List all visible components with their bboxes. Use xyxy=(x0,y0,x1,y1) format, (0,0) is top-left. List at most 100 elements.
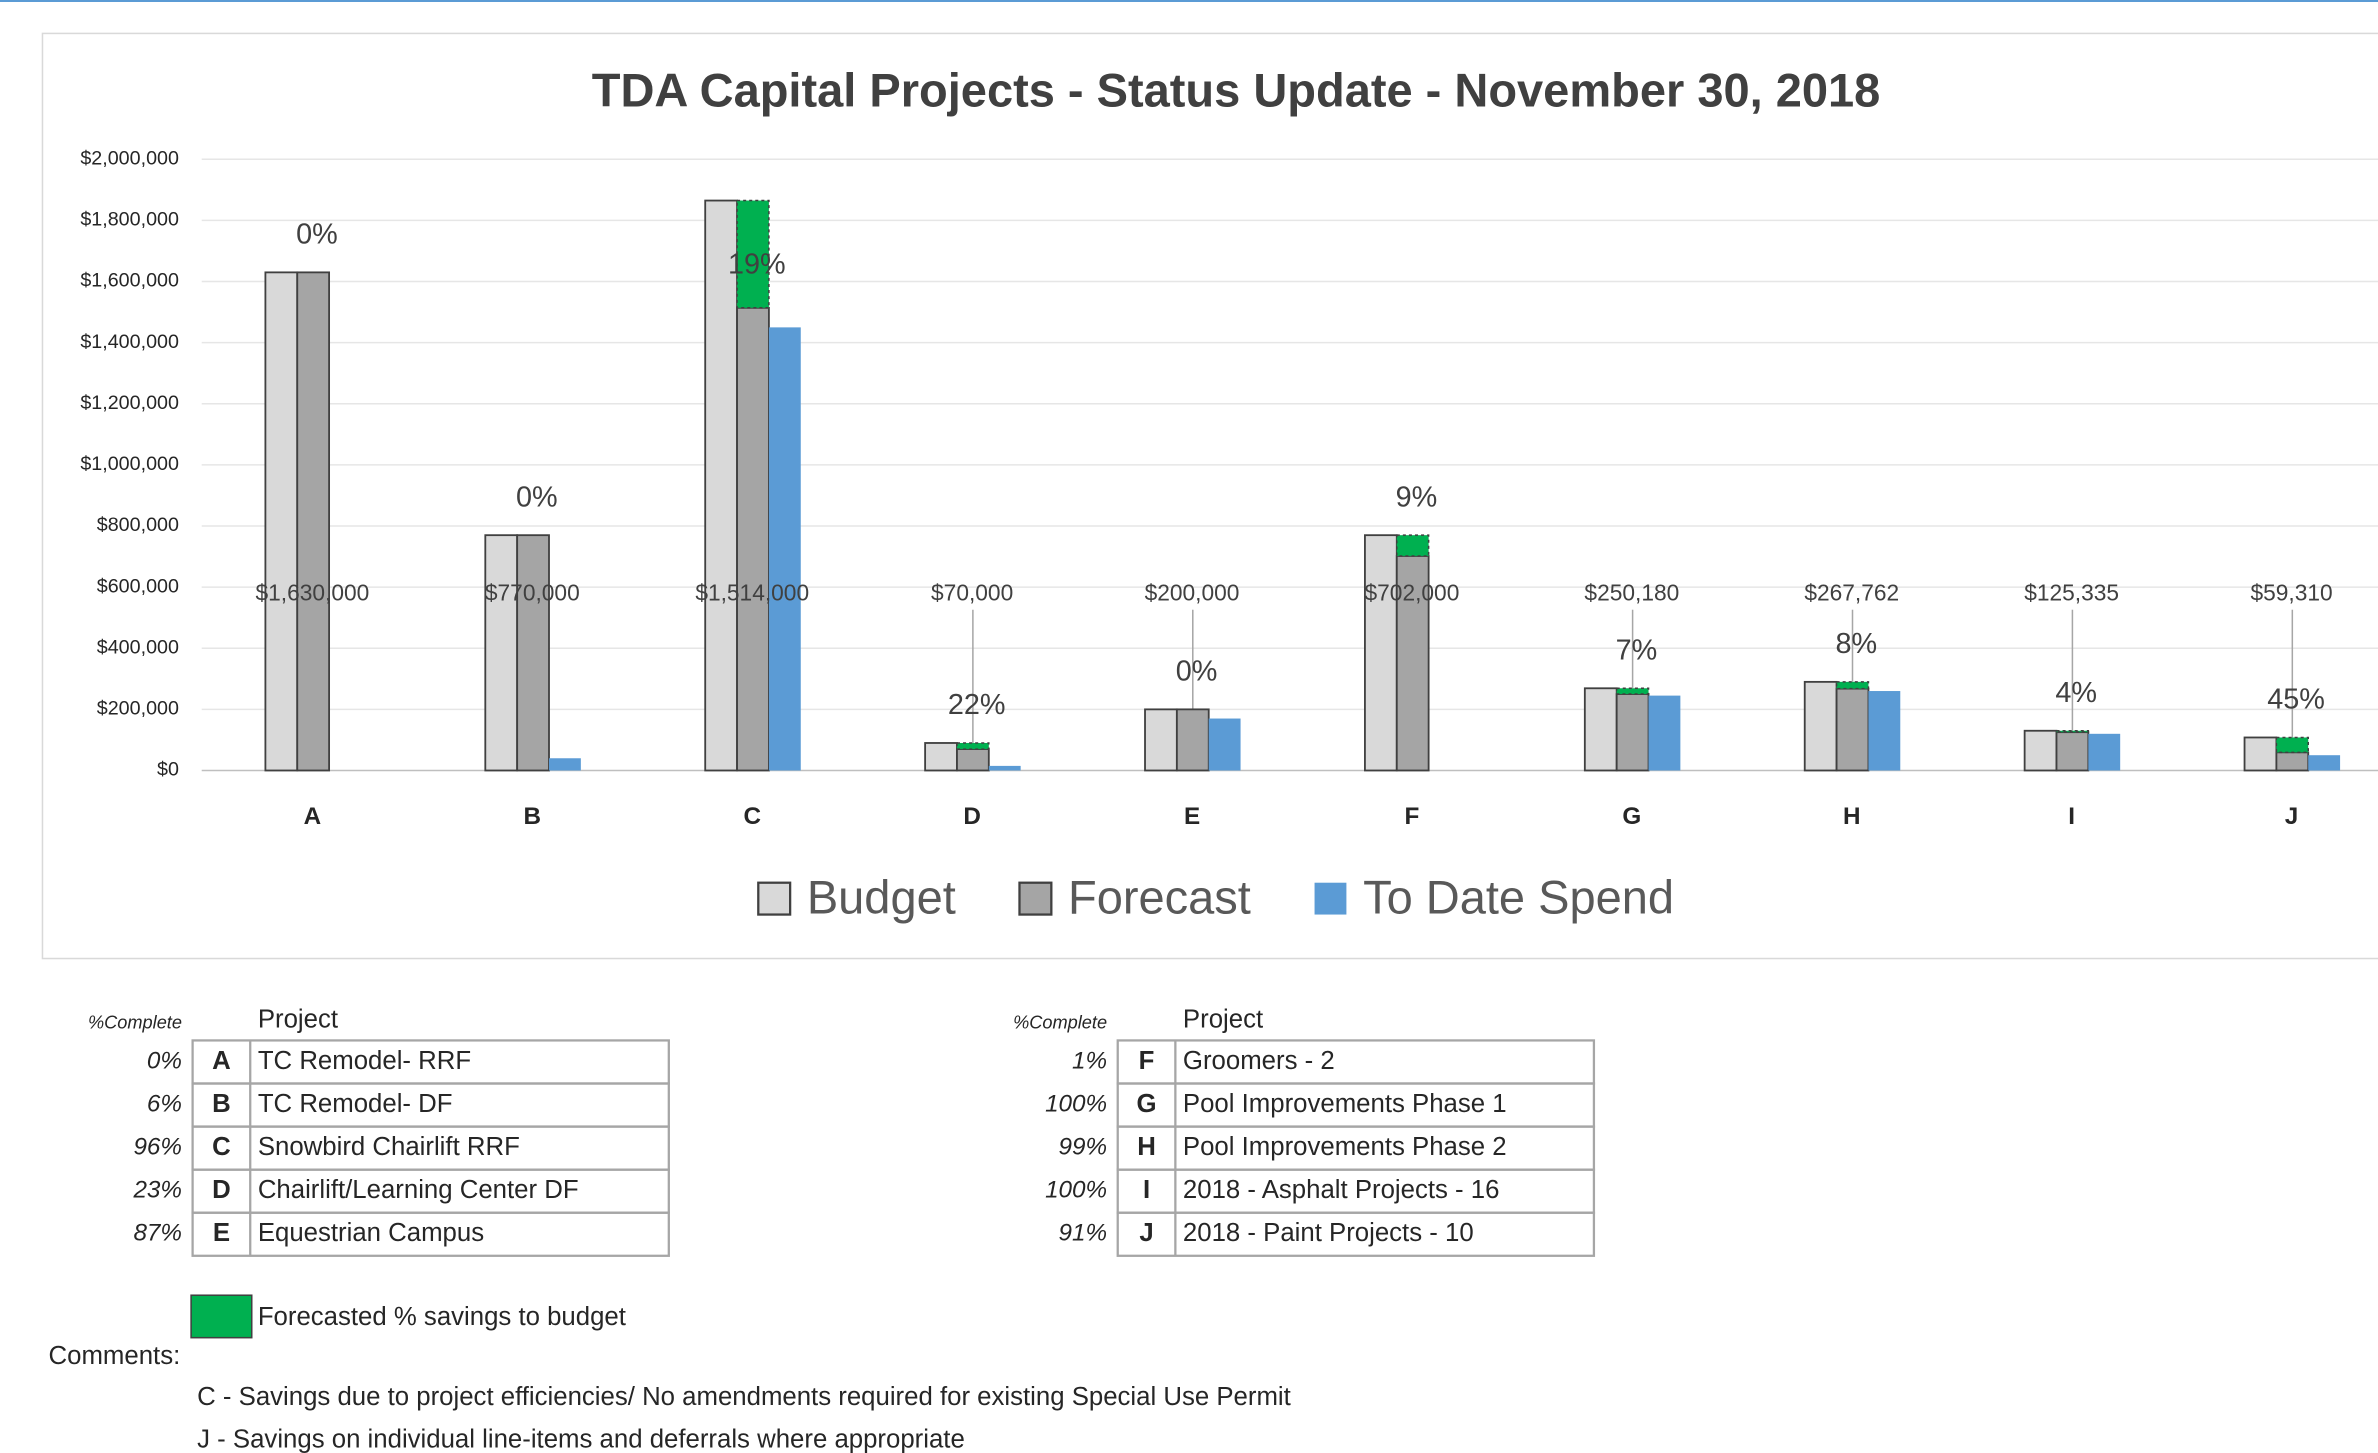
table-cell: 23% xyxy=(132,1177,182,1204)
bar xyxy=(1868,691,1901,771)
savings-segment xyxy=(736,199,770,309)
savings-legend: Forecasted % savings to budget xyxy=(258,1303,626,1331)
table-header: %Complete xyxy=(1013,1013,1107,1033)
data-label: $267,762 xyxy=(1804,580,1899,606)
bar xyxy=(549,758,581,771)
bar xyxy=(1803,680,1838,772)
savings-segment xyxy=(956,742,990,750)
table-cell: Chairlift/Learning Center DF xyxy=(258,1176,579,1204)
savings-segment xyxy=(1615,687,1650,695)
table-cell: 99% xyxy=(1059,1134,1108,1161)
table-cell: TC Remodel- RRF xyxy=(258,1047,471,1075)
table-cell: 6% xyxy=(147,1090,182,1117)
y-tick-label: $400,000 xyxy=(97,636,179,658)
bar xyxy=(1175,708,1210,772)
y-tick-label: $1,000,000 xyxy=(80,453,179,475)
data-label: $1,630,000 xyxy=(256,580,370,606)
table-cell: 87% xyxy=(133,1220,182,1247)
y-tick-label: $1,800,000 xyxy=(80,209,179,231)
table-cell: Pool Improvements Phase 2 xyxy=(1183,1133,1507,1161)
y-tick-label: $2,000,000 xyxy=(80,148,179,170)
legend-swatch xyxy=(757,881,792,916)
table-cell: 91% xyxy=(1059,1220,1108,1247)
data-label: $59,310 xyxy=(2250,580,2332,606)
data-label: $1,514,000 xyxy=(695,580,809,606)
x-tick-label: D xyxy=(963,803,981,830)
savings-label: 0% xyxy=(296,219,338,251)
bar xyxy=(516,534,550,772)
y-tick-label: $1,600,000 xyxy=(80,270,179,292)
table-cell: 100% xyxy=(1045,1177,1107,1204)
table-cell: E xyxy=(213,1219,230,1247)
savings-label: 8% xyxy=(1835,628,1877,660)
savings-segment xyxy=(1396,534,1430,557)
chart-title: TDA Capital Projects - Status Update - N… xyxy=(592,64,1881,117)
bar xyxy=(264,271,299,772)
bar xyxy=(2023,729,2058,772)
data-label: $200,000 xyxy=(1145,580,1240,606)
data-label: $770,000 xyxy=(485,580,580,606)
bar xyxy=(924,742,958,772)
savings-swatch xyxy=(190,1294,253,1339)
legend-swatch xyxy=(1314,882,1347,915)
savings-label: 45% xyxy=(2267,684,2325,716)
bar xyxy=(484,534,519,772)
table-cell: I xyxy=(1143,1176,1150,1204)
table-cell: Pool Improvements Phase 1 xyxy=(1183,1090,1507,1118)
data-label: $70,000 xyxy=(931,580,1013,606)
table-cell: 96% xyxy=(133,1134,182,1161)
table-cell: A xyxy=(212,1047,231,1075)
bar xyxy=(768,327,801,771)
comment: J - Savings on individual line-items and… xyxy=(197,1426,965,1453)
savings-segment xyxy=(1835,681,1870,690)
savings-segment xyxy=(2275,736,2309,754)
table-cell: G xyxy=(1137,1090,1157,1118)
chart-frame xyxy=(41,32,2378,960)
y-tick-label: $800,000 xyxy=(97,514,179,536)
y-tick-label: $600,000 xyxy=(97,575,179,597)
data-label: $250,180 xyxy=(1584,580,1679,606)
table-cell: B xyxy=(212,1090,231,1118)
table-cell: C xyxy=(212,1133,231,1161)
bar xyxy=(736,306,770,772)
comment: C - Savings due to project efficiencies/… xyxy=(197,1383,1291,1411)
bar xyxy=(704,199,738,772)
bar xyxy=(1648,695,1681,771)
y-tick-label: $0 xyxy=(157,759,179,781)
x-tick-label: I xyxy=(2068,803,2075,830)
table-row xyxy=(191,1211,670,1257)
table-cell: J xyxy=(1139,1219,1153,1247)
table-row xyxy=(1116,1211,1596,1257)
savings-label: 7% xyxy=(1616,634,1658,666)
x-tick-label: H xyxy=(1843,803,1861,830)
table-cell: H xyxy=(1137,1133,1156,1161)
bar xyxy=(1364,534,1398,772)
savings-segment xyxy=(2055,729,2090,733)
savings-label: 19% xyxy=(728,248,786,280)
savings-label: 4% xyxy=(2055,677,2097,709)
bar xyxy=(2275,751,2310,772)
savings-label: 22% xyxy=(948,689,1006,721)
table-cell: TC Remodel- DF xyxy=(258,1090,453,1118)
bar xyxy=(1144,708,1178,772)
table-cell: F xyxy=(1139,1047,1155,1075)
y-tick-label: $1,400,000 xyxy=(80,331,179,353)
bar xyxy=(1835,687,1870,772)
table-cell: D xyxy=(212,1176,231,1204)
bar xyxy=(956,748,990,772)
bar xyxy=(2243,736,2278,772)
bar xyxy=(1615,693,1650,772)
x-tick-label: J xyxy=(2285,803,2299,830)
table-cell: 0% xyxy=(147,1047,182,1074)
table-header: Project xyxy=(258,1006,338,1034)
bar xyxy=(296,271,331,772)
x-tick-label: G xyxy=(1622,803,1641,830)
bar xyxy=(988,765,1021,771)
x-tick-label: E xyxy=(1184,803,1200,830)
savings-label: 0% xyxy=(516,481,558,513)
legend-label: To Date Spend xyxy=(1363,870,1674,923)
x-tick-label: B xyxy=(524,803,542,830)
table-cell: Equestrian Campus xyxy=(258,1219,484,1247)
